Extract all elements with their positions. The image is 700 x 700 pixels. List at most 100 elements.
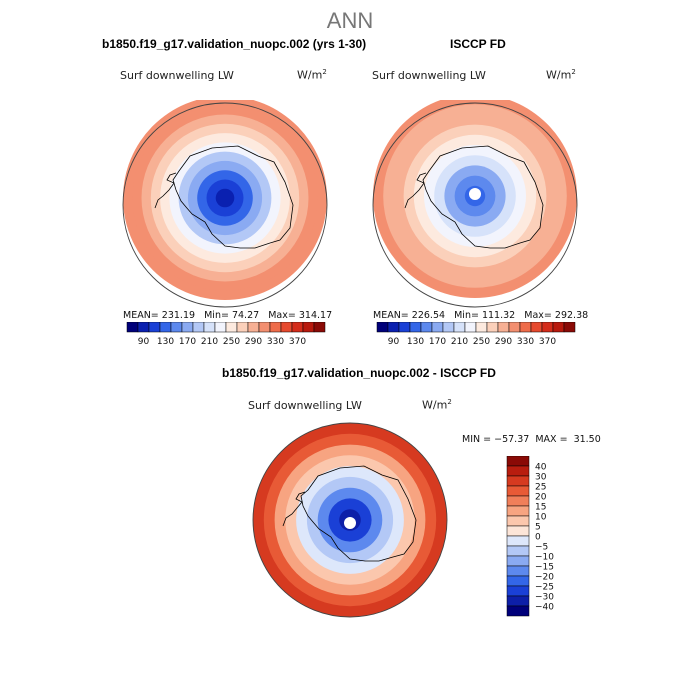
panel-2-colorbar-box-10 [486, 322, 499, 333]
panel-1-colorbar-tick-7: 370 [289, 337, 306, 347]
panel-2-colorbar-tick-7: 370 [539, 337, 556, 347]
panel-3-colorbar-tick-13: −30 [535, 593, 554, 603]
panel-1-map-border [122, 102, 328, 308]
panel-3-colorbar-box-4 [506, 495, 530, 507]
panel-2-colorbar-box-4 [420, 322, 433, 333]
panel-1-colorbar-tick-0: 90 [138, 337, 150, 347]
panel-1-title: b1850.f19_g17.validation_nuopc.002 (yrs … [102, 37, 367, 51]
panel-2-colorbar-box-2 [398, 322, 411, 333]
panel-2-colorbar-box-9 [475, 322, 488, 333]
panel-2-colorbar-box-16 [552, 322, 565, 333]
panel-3-missing-pole [344, 517, 356, 529]
panel-3-colorbar-tick-4: 15 [535, 503, 546, 513]
panel-3-colorbar-tick-5: 10 [535, 513, 547, 523]
panel-1-colorbar-box-10 [236, 322, 249, 333]
panel-1-colorbar-box-9 [225, 322, 238, 333]
panel-3-colorbar-box-0 [506, 456, 530, 467]
panel-2-stats: MEAN= 226.54 Min= 111.32 Max= 292.38 [373, 310, 589, 321]
panel-1-colorbar-box-17 [313, 322, 326, 333]
panel-2-colorbar-box-13 [519, 322, 532, 333]
panel-2-title: ISCCP FD [450, 37, 506, 51]
panel-1-contour-ring-0 [215, 188, 235, 208]
panel-1-rings [123, 100, 327, 300]
panel-1-colorbar-tick-6: 330 [267, 337, 284, 347]
panel-2-colorbar-box-11 [497, 322, 510, 333]
panel-2-colorbar-tick-6: 330 [517, 337, 534, 347]
panel-2-map [372, 100, 578, 308]
panel-1-colorbar-tick-4: 250 [223, 337, 240, 347]
panel-2-colorbar-box-17 [563, 322, 576, 333]
panel-1-colorbar-tick-5: 290 [245, 337, 262, 347]
panel-2-colorbar-box-7 [453, 322, 466, 333]
panel-2-colorbar-box-1 [387, 322, 400, 333]
panel-3-colorbar-box-8 [506, 535, 530, 547]
panel-3-stats: MIN = −57.37 MAX = 31.50 [462, 434, 601, 445]
panel-2-units: W/m2 [546, 68, 576, 82]
panel-3-colorbar-box-10 [506, 555, 530, 567]
panel-1-colorbar-box-14 [280, 322, 293, 333]
panel-2-missing-pole [469, 188, 481, 200]
panel-2-antarctica-coastline [422, 145, 544, 249]
panel-1-colorbar-box-4 [170, 322, 183, 333]
panel-1-colorbar-box-6 [192, 322, 205, 333]
panel-3-colorbar-tick-3: 20 [535, 493, 547, 503]
panel-3-variable-label: Surf downwelling LW [248, 399, 362, 412]
panel-3-colorbar-box-6 [506, 515, 530, 527]
panel-2-colorbar-box-12 [508, 322, 521, 333]
panel-3-colorbar-box-1 [506, 465, 530, 477]
panel-3-colorbar-box-13 [506, 585, 530, 597]
panel-3-colorbar-box-12 [506, 575, 530, 587]
panel-2-colorbar-box-3 [409, 322, 422, 333]
panel-2-peninsula [404, 172, 427, 209]
panel-3-map [252, 422, 448, 618]
panel-2-colorbar-box-0 [376, 322, 389, 333]
panel-3-colorbar-box-15 [506, 605, 530, 617]
panel-1-units: W/m2 [297, 68, 327, 82]
panel-1-colorbar-box-13 [269, 322, 282, 333]
panel-1-colorbar-box-7 [203, 322, 216, 333]
panel-2-colorbar-tick-1: 130 [407, 337, 424, 347]
panel-3-colorbar-tick-1: 30 [535, 473, 547, 483]
panel-3-colorbar-tick-0: 40 [535, 463, 547, 473]
panel-3-units: W/m2 [422, 398, 452, 412]
panel-1-variable-label: Surf downwelling LW [120, 69, 234, 82]
panel-1-colorbar-tick-3: 210 [201, 337, 218, 347]
panel-3-colorbar-tick-9: −10 [535, 553, 554, 563]
panel-2-colorbar-tick-4: 250 [473, 337, 490, 347]
main-title: ANN [326, 8, 374, 33]
panel-1-colorbar-tick-1: 130 [157, 337, 174, 347]
panel-2-colorbar-box-15 [541, 322, 554, 333]
panel-3-colorbar-tick-10: −15 [535, 563, 554, 573]
panel-2-colorbar: 90 130 170 210 250 290 330 370 [376, 322, 576, 347]
panel-3-colorbar-tick-8: −5 [535, 543, 548, 553]
panel-3-colorbar-tick-11: −20 [535, 573, 554, 583]
panel-1-colorbar-box-2 [148, 322, 161, 333]
panel-2-map-border [372, 102, 578, 308]
panel-2-variable-label: Surf downwelling LW [372, 69, 486, 82]
panel-2-colorbar-tick-2: 170 [429, 337, 446, 347]
panel-1-colorbar-box-3 [159, 322, 172, 333]
panel-2-colorbar-box-6 [442, 322, 455, 333]
panel-2-colorbar-tick-3: 210 [451, 337, 468, 347]
panel-2-colorbar-tick-5: 290 [495, 337, 512, 347]
panel-3-antarctica-coastline [300, 465, 417, 562]
panel-3-map-border [252, 422, 448, 618]
panel-3-colorbar-tick-2: 25 [535, 483, 546, 493]
panel-2-colorbar-box-14 [530, 322, 543, 333]
panel-1-colorbar-box-5 [181, 322, 194, 333]
panel-1-colorbar-box-11 [247, 322, 260, 333]
panel-3-title: b1850.f19_g17.validation_nuopc.002 - ISC… [222, 366, 496, 380]
panel-1-colorbar-box-15 [291, 322, 304, 333]
panel-2-colorbar-box-8 [464, 322, 477, 333]
panel-1-peninsula [154, 172, 177, 209]
panel-3-colorbar-box-11 [506, 565, 530, 577]
panel-1-antarctica-coastline [172, 145, 294, 249]
panel-3-colorbar-tick-12: −25 [535, 583, 554, 593]
panel-2-colorbar-tick-0: 90 [388, 337, 400, 347]
panel-3-colorbar-box-5 [506, 505, 530, 517]
panel-1-colorbar-box-8 [214, 322, 227, 333]
panel-3-colorbar-tick-7: 0 [535, 533, 541, 543]
panel-1-colorbar-box-1 [137, 322, 150, 333]
panel-3-colorbar-box-2 [506, 475, 530, 487]
